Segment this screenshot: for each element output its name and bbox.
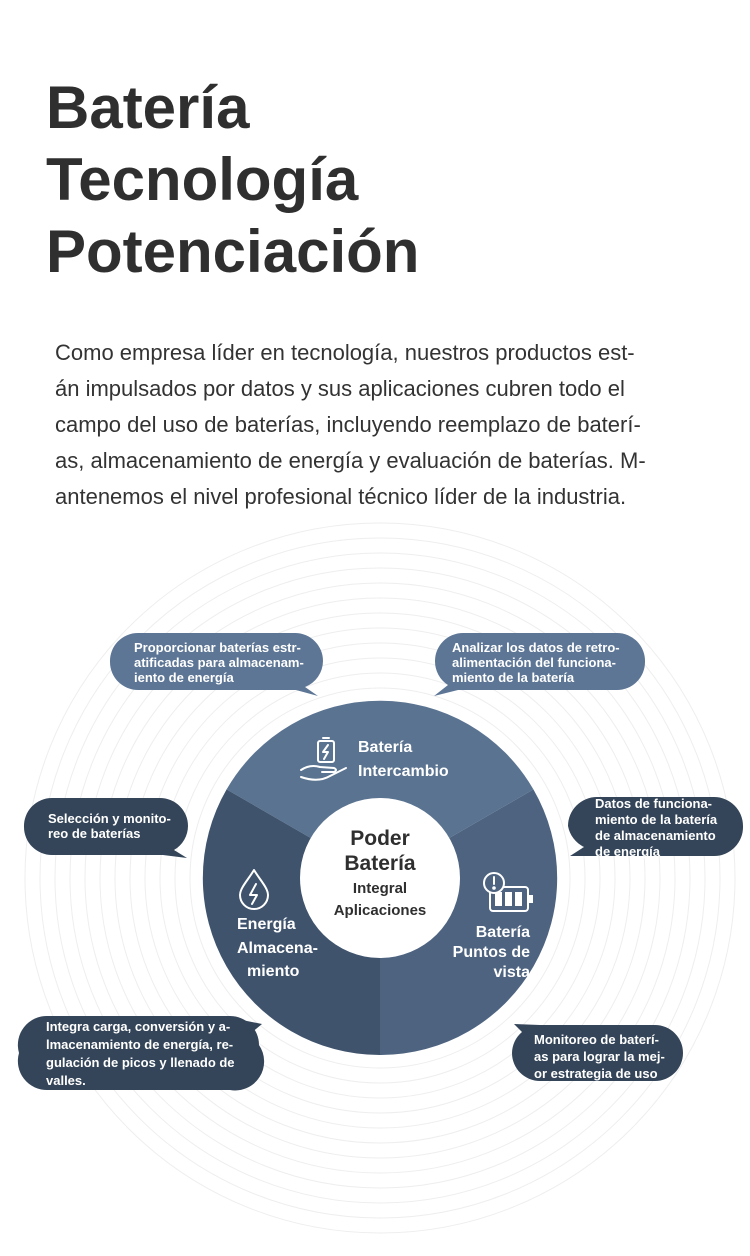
center-title-1: Poder [350, 827, 410, 850]
bubble-top-right: Analizar los datos de retro- alimentació… [452, 640, 620, 685]
segment-storage-label-1: Energía [237, 916, 296, 933]
bubble-line: atificadas para almacenam- [134, 655, 304, 670]
bubble-mid-left: Selección y monito- reo de baterías [48, 811, 171, 841]
description-line: as, almacenamiento de energía y evaluaci… [55, 448, 646, 473]
title-line: Potenciación [46, 218, 420, 285]
bubble-line: de energía [595, 844, 661, 859]
bubble-line: Proporcionar baterías estr- [134, 640, 301, 655]
center-circle [300, 798, 460, 958]
bubble-line: lmacenamiento de energía, re- [46, 1037, 234, 1052]
water-drop-bolt-icon [239, 869, 269, 910]
title-line: Batería [46, 74, 250, 141]
description-line: antenemos el nivel profesional técnico l… [55, 484, 627, 509]
bubble-line: de almacenamiento [595, 828, 716, 843]
description-line: campo del uso de baterías, incluyendo re… [55, 412, 641, 437]
bubble-line: Integra carga, conversión y a- [46, 1019, 231, 1034]
bubble-line: miento de la batería [595, 812, 718, 827]
bubble-bottom-right: Monitoreo de baterí- as para lograr la m… [534, 1031, 665, 1082]
segment-insights-label-2: Puntos de [453, 944, 530, 961]
bubble-bottom-left: Integra carga, conversión y a- lmacenami… [46, 1018, 235, 1090]
title-line: Tecnología [46, 146, 359, 213]
segment-storage-label-3: miento [247, 963, 300, 980]
bubble-mid-right: Datos de funciona- miento de la batería … [595, 796, 717, 860]
bubble-line: gulación de picos y llenado de [46, 1055, 235, 1070]
segment-storage-label-2: Almacena- [237, 940, 318, 957]
segment-swap [226, 700, 534, 878]
bubble-line: or estrategia de uso [534, 1066, 658, 1081]
bubble-line: Analizar los datos de retro- [452, 640, 620, 655]
bubble-line: Monitoreo de baterí- [534, 1032, 659, 1047]
description: Como empresa líder en tecnología, nuestr… [55, 335, 705, 515]
segment-insights-label-1: Batería [476, 924, 530, 941]
center-sub-2: Aplicaciones [334, 902, 427, 919]
segment-swap-label-2: Intercambio [358, 763, 449, 780]
battery-hand-icon [300, 737, 347, 781]
bubble-line: Datos de funciona- [595, 796, 713, 811]
battery-alert-icon [483, 872, 533, 912]
bubble-line: valles. [46, 1073, 86, 1088]
center-title-2: Batería [344, 852, 416, 875]
bubble-line: iento de energía [134, 670, 234, 685]
bubble-line: as para lograr la mej- [534, 1049, 665, 1064]
bubble-top-left: Proporcionar baterías estr- atificadas p… [134, 640, 304, 685]
description-line: Como empresa líder en tecnología, nuestr… [55, 340, 635, 365]
background-rings [24, 522, 736, 1234]
bubble-line: miento de la batería [452, 670, 575, 685]
segment-swap-label-1: Batería [358, 739, 412, 756]
bubble-line: Selección y monito- [48, 811, 171, 826]
center-sub-1: Integral [353, 880, 407, 897]
bubble-shapes [17, 633, 744, 1091]
page-title: Batería Tecnología Potenciación [46, 72, 419, 288]
bubble-line: alimentación del funciona- [452, 655, 616, 670]
bubble-line: reo de baterías [48, 826, 141, 841]
description-line: án impulsados por datos y sus aplicacion… [55, 376, 625, 401]
segment-insights-label-3: vista [494, 964, 531, 981]
